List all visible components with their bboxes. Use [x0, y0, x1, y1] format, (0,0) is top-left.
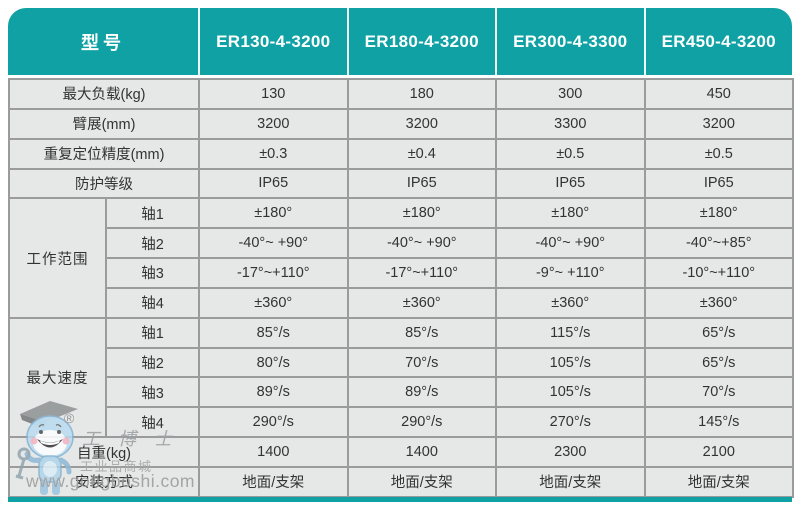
value-cell: 1400	[346, 436, 498, 468]
value-cell: ±360°	[346, 286, 498, 319]
value-cell: 3200	[198, 107, 349, 140]
table-row: 重复定位精度(mm) ±0.3 ±0.4 ±0.5 ±0.5	[7, 137, 795, 170]
value-cell: 115°/s	[495, 316, 646, 349]
axis-label-cell: 轴1	[104, 316, 201, 349]
axis-label-cell: 轴2	[104, 227, 201, 260]
value-cell: 65°/s	[643, 346, 795, 379]
spec-table-body: 最大负载(kg) 130 180 300 450 臂展(mm) 3200 320…	[7, 78, 795, 498]
value-cell: 290°/s	[198, 406, 349, 439]
row-label-cell: 最大负载(kg)	[7, 78, 201, 110]
value-cell: ±360°	[198, 286, 349, 319]
table-row: 轴4 290°/s 290°/s 270°/s 145°/s	[9, 406, 795, 439]
value-cell: ±0.3	[198, 137, 349, 170]
axis-label-cell: 轴2	[104, 346, 201, 379]
row-label-cell: 安装方式	[7, 465, 201, 498]
table-header-row: 型号 ER130-4-3200 ER180-4-3200 ER300-4-330…	[8, 8, 792, 75]
axis-label-cell: 轴4	[104, 406, 201, 439]
row-label-cell: 臂展(mm)	[7, 107, 201, 140]
axis-label-cell: 轴3	[104, 376, 201, 409]
value-cell: 65°/s	[643, 316, 795, 349]
table-row: 防护等级 IP65 IP65 IP65 IP65	[7, 167, 795, 200]
bottom-accent-bar	[8, 497, 792, 502]
value-cell: IP65	[643, 167, 795, 200]
group-label-cell-work-range: 工作范围	[8, 197, 107, 319]
model-header-cell: ER180-4-3200	[346, 8, 495, 75]
value-cell: -17°~+110°	[198, 257, 349, 289]
table-row: 工作范围 轴1 ±180° ±180° ±180° ±180°	[8, 197, 795, 319]
value-cell: -9°~ +110°	[495, 257, 646, 289]
value-cell: 2300	[495, 436, 646, 468]
value-cell: 145°/s	[643, 406, 795, 439]
value-cell: 3300	[495, 107, 646, 140]
table-row: 自重(kg) 1400 1400 2300 2100	[7, 436, 795, 468]
value-cell: 450	[643, 78, 795, 110]
value-cell: 80°/s	[198, 346, 349, 379]
value-cell: 130	[198, 78, 349, 110]
value-cell: ±180°	[643, 197, 795, 230]
value-cell: IP65	[495, 167, 646, 200]
table-row: 轴3 -17°~+110° -17°~+110° -9°~ +110° -10°…	[9, 257, 795, 289]
value-cell: 105°/s	[495, 346, 646, 379]
value-cell: 85°/s	[198, 316, 349, 349]
table-row: 轴3 89°/s 89°/s 105°/s 70°/s	[9, 376, 795, 409]
value-cell: -40°~+85°	[643, 227, 795, 260]
table-row: 最大速度 轴1 85°/s 85°/s 115°/s 65°/s	[8, 316, 795, 439]
value-cell: 1400	[198, 436, 349, 468]
group-label-cell-max-speed: 最大速度	[8, 316, 107, 439]
row-label-cell: 防护等级	[7, 167, 201, 200]
axis-label-cell: 轴4	[104, 286, 201, 319]
value-cell: ±180°	[495, 197, 646, 230]
value-cell: ±0.5	[643, 137, 795, 170]
value-cell: 300	[495, 78, 646, 110]
value-cell: 105°/s	[495, 376, 646, 409]
row-label-cell: 自重(kg)	[7, 436, 201, 468]
value-cell: 89°/s	[346, 376, 498, 409]
value-cell: 70°/s	[643, 376, 795, 409]
value-cell: 3200	[346, 107, 498, 140]
table-row: 安装方式 地面/支架 地面/支架 地面/支架 地面/支架	[7, 465, 795, 498]
value-cell: 290°/s	[346, 406, 498, 439]
value-cell: ±360°	[643, 286, 795, 319]
value-cell: 3200	[643, 107, 795, 140]
value-cell: ±180°	[198, 197, 349, 230]
value-cell: 85°/s	[346, 316, 498, 349]
value-cell: -17°~+110°	[346, 257, 498, 289]
value-cell: 180	[346, 78, 498, 110]
model-header-cell: ER130-4-3200	[198, 8, 347, 75]
axis-label-cell: 轴1	[104, 197, 201, 230]
value-cell: ±180°	[346, 197, 498, 230]
value-cell: IP65	[346, 167, 498, 200]
value-cell: 70°/s	[346, 346, 498, 379]
table-row: 臂展(mm) 3200 3200 3300 3200	[7, 107, 795, 140]
value-cell: ±0.5	[495, 137, 646, 170]
table-row: 轴2 80°/s 70°/s 105°/s 65°/s	[9, 346, 795, 379]
value-cell: -10°~+110°	[643, 257, 795, 289]
value-cell: 270°/s	[495, 406, 646, 439]
table-row: 轴4 ±360° ±360° ±360° ±360°	[9, 286, 795, 319]
value-cell: 2100	[643, 436, 795, 468]
value-cell: 地面/支架	[643, 465, 795, 498]
value-cell: 地面/支架	[346, 465, 498, 498]
model-header-cell: ER300-4-3300	[495, 8, 644, 75]
value-cell: ±360°	[495, 286, 646, 319]
model-header-cell: ER450-4-3200	[643, 8, 792, 75]
value-cell: IP65	[198, 167, 349, 200]
table-row: 轴2 -40°~ +90° -40°~ +90° -40°~ +90° -40°…	[9, 227, 795, 260]
value-cell: -40°~ +90°	[198, 227, 349, 260]
value-cell: 地面/支架	[198, 465, 349, 498]
table-row: 最大负载(kg) 130 180 300 450	[7, 78, 795, 110]
value-cell: -40°~ +90°	[346, 227, 498, 260]
value-cell: 89°/s	[198, 376, 349, 409]
value-cell: 地面/支架	[495, 465, 646, 498]
model-label-header-cell: 型号	[8, 8, 198, 75]
axis-label-cell: 轴3	[104, 257, 201, 289]
value-cell: ±0.4	[346, 137, 498, 170]
robot-spec-table: 型号 ER130-4-3200 ER180-4-3200 ER300-4-330…	[7, 8, 795, 498]
row-label-cell: 重复定位精度(mm)	[7, 137, 201, 170]
value-cell: -40°~ +90°	[495, 227, 646, 260]
